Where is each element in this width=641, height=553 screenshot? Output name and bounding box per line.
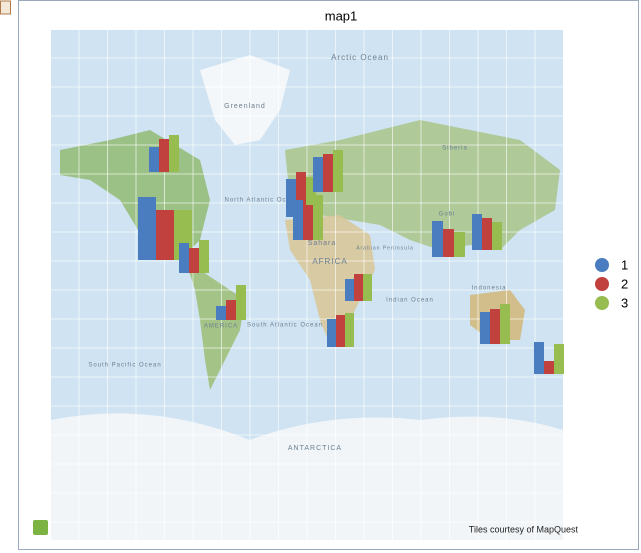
- legend-label: 3: [621, 295, 628, 310]
- bar: [492, 222, 502, 250]
- bar: [443, 229, 454, 257]
- bar: [189, 248, 199, 273]
- map-label: Gobi: [439, 212, 456, 218]
- bar: [216, 306, 226, 320]
- mapquest-logo[interactable]: [33, 520, 48, 535]
- bar: [490, 309, 500, 344]
- panel-icon[interactable]: [0, 0, 11, 15]
- legend-swatch: [595, 296, 609, 310]
- bar: [138, 197, 156, 260]
- map-label: South Atlantic Ocean: [247, 323, 323, 329]
- map-label: Indian Ocean: [386, 298, 434, 304]
- land: [185, 258, 245, 390]
- bar: [472, 214, 482, 250]
- bar: [306, 177, 316, 217]
- bar: [534, 342, 544, 374]
- bar: [500, 304, 510, 344]
- bar: [236, 285, 246, 320]
- bar: [354, 274, 363, 301]
- land: [200, 55, 290, 145]
- map-title: map1: [325, 8, 358, 23]
- map-label: Arctic Ocean: [331, 53, 389, 62]
- bar: [363, 274, 372, 301]
- bar: [303, 205, 313, 240]
- bar: [482, 218, 492, 250]
- bar: [199, 240, 209, 273]
- map-label: ANTARCTICA: [288, 445, 342, 452]
- map-label: North Atlantic Ocean: [224, 198, 299, 204]
- legend-label: 1: [621, 257, 628, 272]
- legend-swatch: [595, 258, 609, 272]
- bar: [345, 279, 354, 301]
- bar: [169, 135, 179, 172]
- map-tiles: [51, 30, 563, 540]
- map-label: Sahara: [308, 240, 337, 247]
- map-label: South Pacific Ocean: [88, 363, 161, 369]
- map-label: Indonesia: [471, 286, 506, 292]
- bar: [336, 315, 345, 347]
- bar: [293, 200, 303, 240]
- bar: [554, 344, 564, 374]
- map-label: AFRICA: [312, 257, 347, 266]
- map-label: Arabian Peninsula: [356, 245, 414, 251]
- bar: [286, 179, 296, 217]
- bar: [149, 147, 159, 172]
- land: [285, 120, 560, 250]
- map-label: Greenland: [224, 103, 266, 110]
- bar: [313, 157, 323, 192]
- bar: [345, 313, 354, 347]
- bar: [226, 300, 236, 320]
- bar: [327, 319, 336, 347]
- bar: [480, 312, 490, 344]
- legend-label: 2: [621, 276, 628, 291]
- bar: [159, 139, 169, 172]
- bar: [156, 210, 174, 260]
- bar: [544, 361, 554, 374]
- bar: [296, 172, 306, 217]
- legend-swatch: [595, 277, 609, 291]
- attribution: Tiles courtesy of MapQuest: [469, 524, 579, 534]
- bar: [432, 221, 443, 257]
- map-label: AMERICA: [204, 324, 238, 330]
- bar: [333, 150, 343, 192]
- map-label: Siberia: [442, 146, 468, 152]
- bar: [454, 232, 465, 257]
- bar: [313, 195, 323, 240]
- bar: [179, 243, 189, 273]
- bar: [323, 154, 333, 192]
